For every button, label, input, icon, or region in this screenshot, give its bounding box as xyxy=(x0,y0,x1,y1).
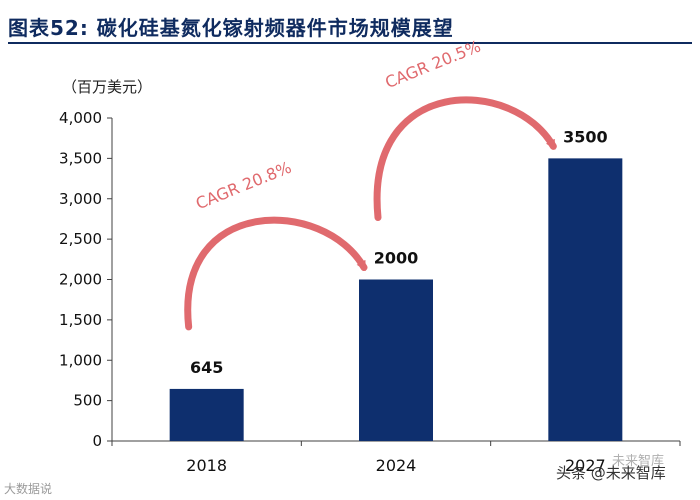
watermark-left: 大数据说 xyxy=(4,482,53,496)
bar-2024 xyxy=(359,279,433,441)
watermark-logo: 未来智库 xyxy=(612,454,665,469)
data-label: 645 xyxy=(190,358,223,377)
cagr-arrow xyxy=(184,216,368,331)
bar-2027 xyxy=(548,158,623,441)
y-tick-label: 2,500 xyxy=(59,230,102,248)
x-tick-label: 2027 xyxy=(565,456,606,475)
y-tick-label: 3,500 xyxy=(59,149,102,167)
y-tick-label: 2,000 xyxy=(59,271,102,289)
y-tick-label: 500 xyxy=(73,392,102,410)
data-label: 3500 xyxy=(563,127,608,146)
y-tick-label: 1,000 xyxy=(59,351,102,369)
y-axis-unit-label: （百万美元） xyxy=(62,78,152,96)
x-tick-label: 2024 xyxy=(376,456,417,475)
watermark-right: 头条 @未来智库 xyxy=(556,464,666,482)
cagr-label: CAGR 20.5% xyxy=(382,37,483,93)
y-tick-label: 1,500 xyxy=(59,311,102,329)
cagr-arrow xyxy=(373,96,557,221)
x-tick-label: 2018 xyxy=(186,456,227,475)
y-tick-label: 0 xyxy=(92,432,102,450)
data-label: 2000 xyxy=(374,249,419,268)
title-divider xyxy=(8,42,692,44)
bar-2018 xyxy=(169,388,244,441)
y-tick-label: 3,000 xyxy=(59,190,102,208)
cagr-label: CAGR 20.8% xyxy=(193,158,294,214)
figure-header: 图表52: 碳化硅基氮化镓射频器件市场规模展望 xyxy=(0,0,700,46)
bar-series: 645 2000 3500 xyxy=(169,127,623,441)
y-tick-label: 4,000 xyxy=(59,109,102,127)
figure-title: 图表52: 碳化硅基氮化镓射频器件市场规模展望 xyxy=(8,16,454,40)
y-axis: 0 500 1,000 1,500 2,000 2,500 3,000 3,500 4,000 xyxy=(59,109,113,450)
